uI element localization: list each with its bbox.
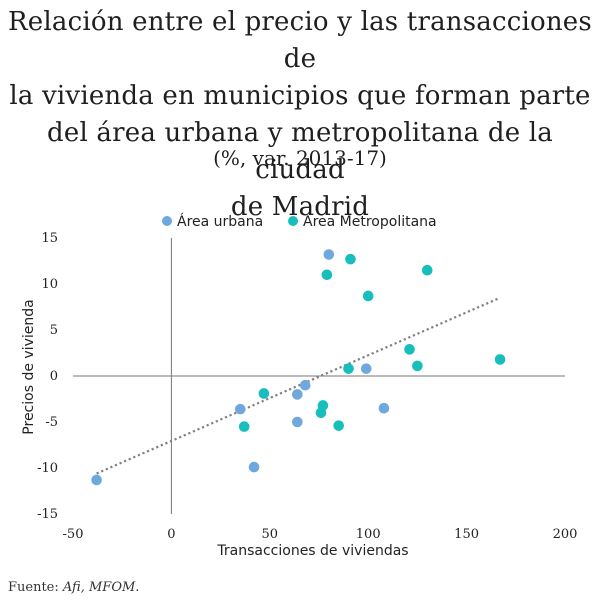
y-tick-label: 15 — [41, 231, 58, 246]
legend-label-urbana: Área urbana — [177, 213, 263, 230]
y-axis-label: Precios de vivienda — [21, 299, 37, 434]
x-tick-label: 150 — [454, 527, 479, 542]
data-point-metropolitana — [333, 420, 344, 431]
legend-marker-metropolitana — [288, 216, 298, 226]
data-point-urbana — [292, 389, 303, 400]
source-italic: Afi, MFOM — [62, 580, 136, 595]
data-point-urbana — [299, 379, 311, 391]
y-tick-label: 5 — [50, 323, 58, 338]
y-tick-label: -15 — [37, 507, 58, 522]
x-tick-label: 50 — [262, 527, 279, 542]
data-points — [91, 249, 506, 486]
x-tick-label: 200 — [553, 527, 578, 542]
trendline-path — [96, 296, 501, 475]
data-point-metropolitana — [494, 354, 506, 365]
y-tick-label: -5 — [45, 415, 58, 430]
x-tick-label: 100 — [356, 527, 381, 542]
data-point-urbana — [378, 402, 390, 414]
data-point-urbana — [323, 249, 335, 260]
legend: Área urbana Área Metropolitana — [162, 213, 437, 230]
chart-title: Relación entre el precio y las transacci… — [0, 4, 600, 226]
trendline — [96, 296, 501, 475]
x-axis-label: Transacciones de viviendas — [216, 543, 408, 559]
y-tick-label: 0 — [50, 369, 58, 384]
data-point-metropolitana — [317, 400, 329, 411]
data-point-metropolitana — [238, 421, 250, 432]
data-point-metropolitana — [421, 264, 433, 276]
data-point-metropolitana — [258, 388, 270, 399]
data-point-metropolitana — [321, 269, 333, 281]
data-point-urbana — [248, 461, 260, 473]
legend-label-metropolitana: Área Metropolitana — [303, 213, 437, 230]
legend-marker-urbana — [162, 216, 172, 226]
source-suffix: . — [135, 580, 140, 595]
data-point-metropolitana — [404, 344, 415, 355]
source-note: Fuente: Afi, MFOM. — [8, 580, 139, 595]
data-point-urbana — [360, 363, 372, 374]
data-point-metropolitana — [343, 363, 354, 374]
data-point-metropolitana — [362, 290, 374, 302]
title-line-3: del área urbana y metropolitana de la ci… — [47, 118, 553, 185]
chart-subtitle: (%, var. 2013-17) — [213, 146, 387, 170]
title-line-2: la vivienda en municipios que forman par… — [9, 81, 591, 111]
title-line-4: de Madrid — [230, 192, 370, 222]
x-tick-label: -50 — [63, 527, 84, 542]
data-point-urbana — [234, 403, 246, 415]
data-point-metropolitana — [345, 253, 356, 265]
data-point-metropolitana — [412, 360, 423, 372]
x-tick-label: 0 — [167, 527, 175, 542]
title-line-1: Relación entre el precio y las transacci… — [8, 7, 592, 74]
data-point-urbana — [292, 416, 303, 428]
y-tick-label: -10 — [37, 461, 58, 476]
y-tick-label: 10 — [41, 277, 58, 292]
data-point-urbana — [91, 474, 102, 486]
source-prefix: Fuente: — [8, 580, 63, 595]
